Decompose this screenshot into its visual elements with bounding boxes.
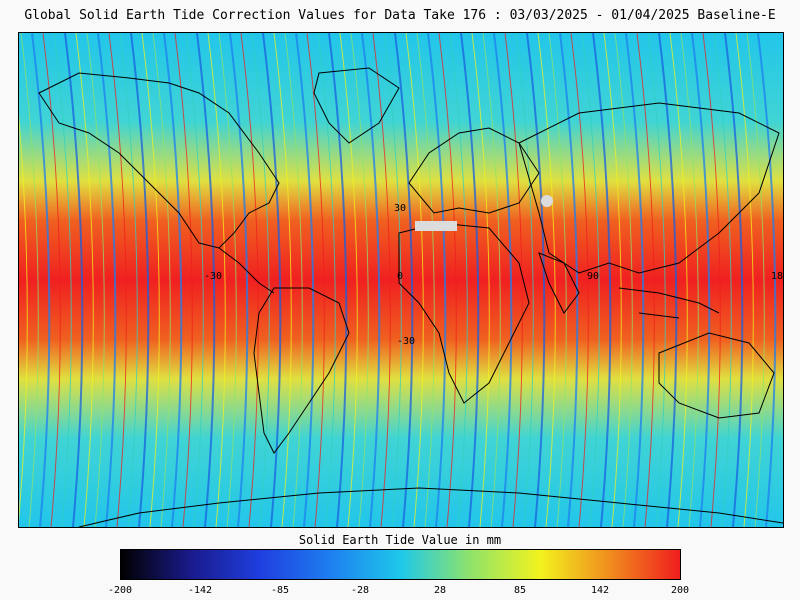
swath-track [603,33,622,527]
grid-label: -30 [397,336,416,347]
swath-track [757,33,777,527]
swath-track [218,33,237,527]
swath-track [504,33,523,527]
grid-label: 0 [397,271,404,282]
swath-track [251,33,270,527]
swath-track [724,33,744,527]
swath-track [581,33,600,527]
swath-track [702,33,721,527]
colorbar-tick-label: -85 [270,585,290,596]
tide-map [19,33,783,527]
swath-track [152,33,171,527]
swath-track [328,33,348,527]
swath-track [746,33,765,527]
swath-track [515,33,534,527]
swath-track [471,33,490,527]
swath-track [306,33,325,527]
swath-track [713,33,732,527]
colorbar-tick-label: 28 [433,585,447,596]
swath-track [174,33,193,527]
swath-track [273,33,292,527]
swath-track [361,33,381,527]
swath-track [19,114,28,522]
swath-track [207,33,226,527]
swath-track [405,33,424,527]
swath-track [185,33,204,527]
swath-track [658,33,678,527]
swath-track [647,33,666,527]
swath-track [548,33,567,527]
swath-track [614,33,633,527]
swath-track [493,33,513,527]
grid-label: 90 [587,271,600,282]
swath-track [735,33,754,527]
legend-title: Solid Earth Tide Value in mm [298,533,502,547]
swath-track [141,33,160,527]
swath-track [636,33,655,527]
swath-track [339,33,358,527]
colorbar-tick-label: 142 [590,585,610,596]
swath-track [119,33,138,527]
swath-track [53,33,72,527]
swath-track [350,33,369,527]
coastlines [38,67,783,527]
swath-track [680,33,699,527]
swath-track [75,33,94,527]
swath-track [394,33,414,527]
swath-track [460,33,480,527]
swath-track [284,33,303,527]
swath-track [372,33,391,527]
swath-track [20,33,39,527]
swath-track [669,33,688,527]
swath-track [449,33,468,527]
swath-track [130,33,150,527]
swath-track [625,33,645,527]
colorbar-tick-label: 200 [670,585,690,596]
grid-label: -30 [204,271,223,282]
swath-track [97,33,117,527]
swath-track [482,33,501,527]
swath-track [438,33,457,527]
data-gap-dot [541,195,553,207]
swath-track [42,33,61,527]
colorbar-tick-label: -200 [107,585,133,596]
swath-track [526,33,546,527]
swath-track [196,33,216,527]
swath-track [31,33,51,527]
swath-track [416,33,435,527]
swath-track [108,33,127,527]
map-panel: 30 -30 0 -30 90 180 [18,32,784,528]
swath-track [262,33,282,527]
swath-track [229,33,249,527]
swath-track [537,33,556,527]
colorbar [120,549,681,580]
swath-track [592,33,612,527]
swath-track [691,33,711,527]
chart-title: Global Solid Earth Tide Correction Value… [24,8,776,23]
swath-track [295,33,315,527]
grid-label: 180 [771,271,784,282]
colorbar-tick-label: -28 [350,585,370,596]
colorbar-tick-label: -142 [187,585,213,596]
swath-track [64,33,84,527]
swath-track [427,33,447,527]
swath-track [317,33,336,527]
swath-tracks [19,33,777,527]
grid-label: 30 [394,203,407,214]
swath-track [86,33,105,527]
swath-track [163,33,183,527]
colorbar-tick-label: 85 [513,585,527,596]
data-gap-patch [415,221,457,231]
swath-track [240,33,259,527]
swath-track [559,33,579,527]
swath-track [570,33,589,527]
